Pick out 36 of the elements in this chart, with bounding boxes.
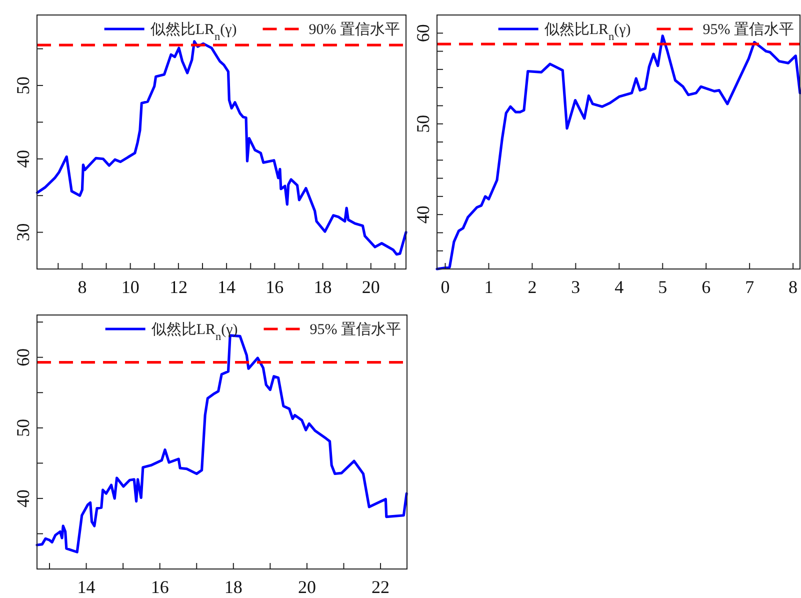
x-tick-label: 12 — [169, 277, 188, 297]
y-tick-label: 50 — [13, 418, 33, 437]
legend-label: 90% 置信水平 — [308, 21, 400, 38]
x-tick-label: 5 — [658, 277, 668, 297]
x-tick-label: 7 — [745, 277, 754, 297]
x-tick-label: 8 — [788, 277, 798, 297]
y-tick-label: 50 — [13, 76, 33, 94]
x-tick-label: 20 — [362, 277, 380, 297]
y-tick-label: 60 — [413, 24, 433, 42]
x-tick-label: 8 — [78, 277, 87, 297]
x-tick-label: 10 — [121, 277, 140, 297]
y-tick-label: 40 — [413, 206, 433, 224]
y-tick-label: 60 — [13, 348, 33, 366]
x-tick-label: 22 — [372, 577, 390, 597]
x-tick-label: 16 — [150, 577, 169, 597]
y-tick-label: 40 — [13, 150, 33, 168]
x-tick-label: 6 — [702, 277, 711, 297]
x-tick-label: 4 — [614, 277, 624, 297]
x-tick-label: 18 — [314, 277, 332, 297]
legend-label: 似然比LR$_{n}$(γ) — [151, 321, 238, 343]
y-tick-label: 30 — [13, 223, 33, 242]
x-tick-label: 16 — [266, 277, 284, 297]
legend-label: 95% 置信水平 — [702, 21, 794, 38]
x-tick-label: 2 — [528, 277, 537, 297]
y-tick-label: 50 — [413, 114, 433, 133]
x-tick-label: 14 — [218, 277, 236, 297]
x-tick-label: 3 — [571, 277, 580, 297]
legend-label: 似然比LR$_{n}$(γ) — [150, 21, 237, 43]
x-tick-label: 14 — [77, 577, 96, 597]
y-tick-label: 40 — [13, 489, 33, 508]
x-tick-label: 0 — [440, 277, 450, 297]
x-tick-label: 18 — [224, 577, 242, 597]
legend-label: 95% 置信水平 — [310, 321, 401, 338]
x-tick-label: 20 — [298, 577, 316, 597]
legend-label: 似然比LR$_{n}$(γ) — [544, 21, 631, 43]
x-tick-label: 1 — [484, 277, 494, 297]
